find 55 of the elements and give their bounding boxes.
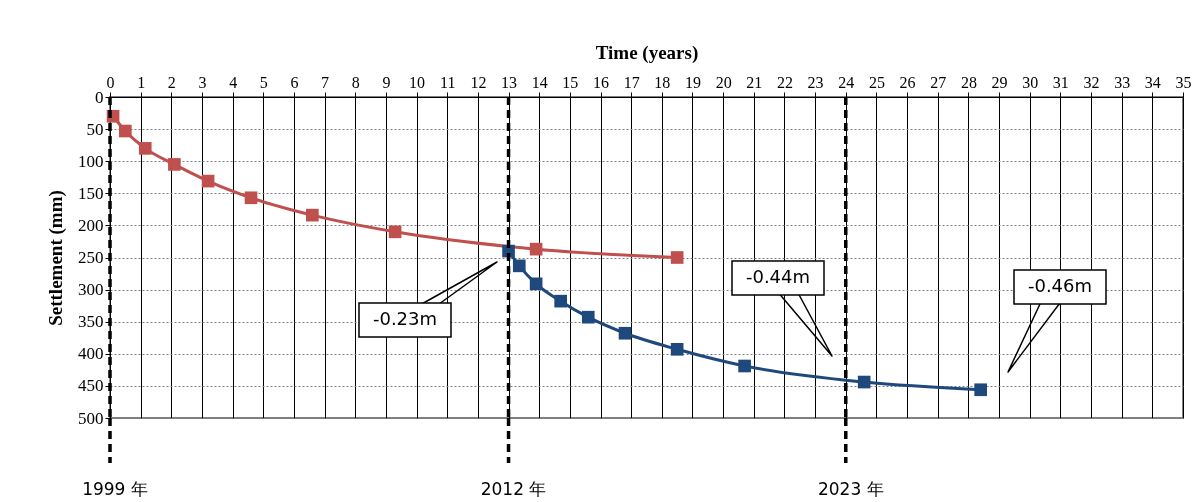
x-tick-label: 18: [654, 73, 671, 91]
x-tick-label: 4: [229, 73, 238, 91]
x-tick-label: 19: [684, 73, 701, 91]
x-tick-label: 11: [440, 73, 456, 91]
x-tick-label: 0: [106, 73, 115, 91]
x-tick-label: 22: [776, 73, 793, 91]
x-tick-label: 3: [198, 73, 207, 91]
x-tick-label: 1: [137, 73, 146, 91]
ref-line-label: 1999 年: [82, 479, 148, 499]
x-axis-title: Time (years): [595, 41, 699, 64]
x-tick-label: 23: [807, 73, 824, 91]
y-tick-label: 500: [78, 408, 104, 428]
x-tick-label: 14: [531, 73, 548, 91]
x-tick-label: 35: [1175, 73, 1192, 91]
x-tick-label: 21: [746, 73, 763, 91]
x-tick-label: 2: [167, 73, 176, 91]
x-tick-label: 6: [290, 73, 299, 91]
y-tick-label: 350: [78, 312, 104, 332]
x-tick-label: 9: [382, 73, 391, 91]
y-tick-label: 200: [78, 215, 104, 235]
y-tick-label: 100: [78, 151, 104, 171]
x-tick-label: 13: [501, 73, 518, 91]
annotation: -0.23m: [372, 308, 438, 329]
x-tick-label: 20: [715, 73, 732, 91]
y-tick-label: 450: [78, 376, 104, 396]
x-tick-label: 28: [960, 73, 977, 91]
x-tick-label: 29: [991, 73, 1008, 91]
x-tick-label: 10: [409, 73, 426, 91]
y-tick-label: 300: [78, 280, 104, 300]
x-tick-label: 33: [1114, 73, 1131, 91]
x-tick-label: 34: [1144, 73, 1161, 91]
x-tick-label: 24: [838, 73, 855, 91]
annotation: -0.46m: [1027, 275, 1093, 296]
y-axis-title: Settlement (mm): [45, 190, 67, 326]
x-tick-label: 16: [593, 73, 610, 91]
x-tick-label: 30: [1022, 73, 1039, 91]
y-tick-label: 250: [78, 248, 104, 267]
x-tick-label: 17: [623, 73, 640, 91]
y-tick-label: 50: [86, 119, 104, 139]
x-tick-label: 27: [930, 73, 947, 91]
x-tick-label: 31: [1052, 73, 1069, 91]
y-tick-label: 0: [95, 87, 104, 107]
x-tick-label: 7: [321, 73, 330, 91]
y-tick-label: 150: [78, 183, 104, 203]
ref-line-label: 2023 年: [817, 479, 884, 499]
x-tick-label: 8: [351, 73, 360, 91]
annotation: -0.44m: [745, 266, 811, 287]
x-tick-label: 25: [868, 73, 885, 91]
x-tick-label: 15: [562, 73, 579, 91]
x-tick-label: 32: [1083, 73, 1100, 91]
ref-line-label: 2012 年: [480, 479, 547, 499]
y-tick-label: 400: [78, 344, 104, 364]
x-tick-label: 5: [259, 73, 268, 91]
x-tick-label: 26: [899, 73, 916, 91]
x-tick-label: 12: [470, 73, 487, 91]
